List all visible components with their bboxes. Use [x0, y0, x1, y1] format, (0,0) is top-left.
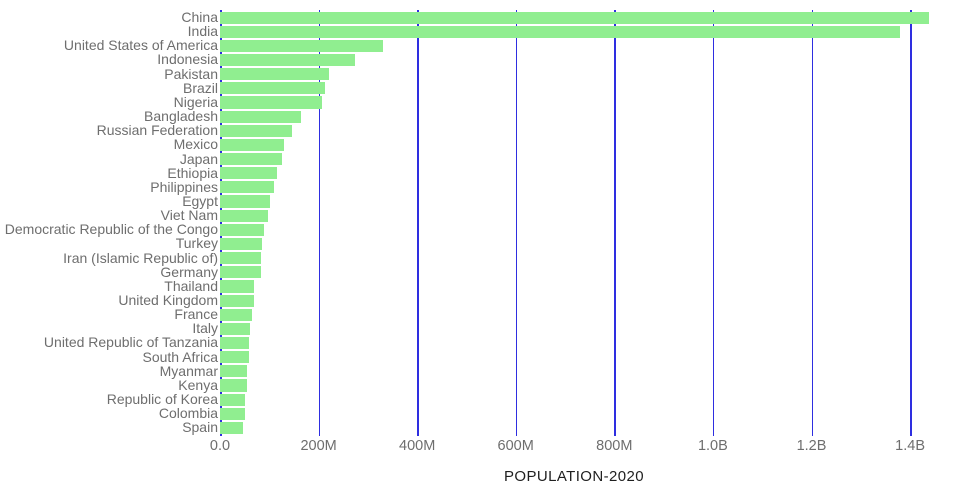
gridline-1.0B [712, 10, 715, 436]
country-label: India [187, 23, 218, 40]
country-label: Italy [192, 320, 218, 337]
x-tick-label: 0.0 [209, 438, 231, 454]
population-bar [220, 82, 325, 95]
country-label: Brazil [182, 79, 218, 96]
population-bar [220, 336, 250, 350]
country-label: Spain [182, 419, 218, 436]
country-label: United Kingdom [118, 292, 218, 308]
country-label: Thailand [164, 277, 218, 294]
population-bar [220, 266, 262, 279]
country-label: Iran (Islamic Republic of) [63, 249, 218, 266]
country-label: Russian Federation [96, 122, 218, 139]
country-label: Colombia [158, 405, 218, 422]
population-bar [220, 308, 253, 321]
population-bar [220, 322, 250, 335]
population-bar [220, 11, 930, 24]
country-label: Mexico [173, 136, 218, 153]
population-bar [220, 421, 244, 435]
population-bar [220, 124, 292, 137]
population-bar [220, 181, 274, 194]
country-label: Nigeria [173, 93, 218, 110]
country-label: Bangladesh [144, 108, 218, 125]
country-label: China [181, 9, 218, 25]
country-label: Germany [160, 263, 218, 280]
country-label: Indonesia [157, 51, 218, 68]
country-label: Turkey [175, 235, 218, 252]
population-bar [220, 393, 246, 406]
population-bar [220, 209, 268, 222]
population-bar [220, 280, 255, 293]
gridline-600M [515, 10, 518, 436]
population-bar [220, 153, 283, 166]
population-bar [220, 223, 265, 236]
country-label: Japan [179, 150, 218, 167]
country-label: Kenya [178, 376, 218, 393]
gridline-200M [318, 10, 321, 436]
x-tick-label: 200M [300, 438, 337, 454]
population-bar [220, 294, 254, 307]
country-label: Myanmar [159, 362, 218, 379]
country-label: France [174, 306, 218, 323]
x-tick-label: 1.2B [796, 438, 827, 454]
gridline-1.4B [910, 10, 912, 436]
population-bar [220, 252, 262, 265]
population-bar [220, 379, 247, 392]
x-tick-label: 400M [399, 438, 436, 454]
population-bar [220, 237, 262, 251]
country-label: Philippines [150, 178, 218, 195]
country-label: Pakistan [164, 65, 218, 82]
country-label: South Africa [142, 348, 219, 365]
x-axis-title: POPULATION-2020 [504, 468, 644, 485]
population-bar [220, 167, 277, 180]
country-label: United Republic of Tanzania [43, 334, 218, 351]
population-bar [220, 351, 250, 364]
country-label: United States of America [63, 37, 218, 54]
x-tick-label: 800M [596, 438, 633, 454]
gridline-800M [614, 10, 616, 436]
gridline-0.0 [220, 10, 222, 436]
population-bar [220, 39, 384, 52]
population-bar [220, 407, 246, 420]
population-bar [220, 25, 901, 38]
gridline-400M [417, 10, 419, 436]
gridline-1.2B [811, 10, 814, 436]
population-bar [220, 96, 322, 109]
country-label: Ethiopia [167, 164, 218, 181]
x-tick-label: 1.0B [697, 438, 728, 454]
country-label: Republic of Korea [106, 391, 218, 408]
country-label: Democratic Republic of the Congo [4, 221, 218, 238]
x-tick-label: 1.4B [895, 438, 926, 454]
country-label: Viet Nam [160, 207, 218, 224]
population-bar [220, 138, 284, 152]
population-bar [220, 195, 271, 208]
population-bar [220, 53, 355, 67]
x-tick-label: 600M [497, 438, 534, 454]
population-bar [220, 365, 247, 378]
population-bar [220, 110, 302, 123]
country-label: Egypt [182, 192, 218, 209]
population-bar [220, 68, 329, 81]
